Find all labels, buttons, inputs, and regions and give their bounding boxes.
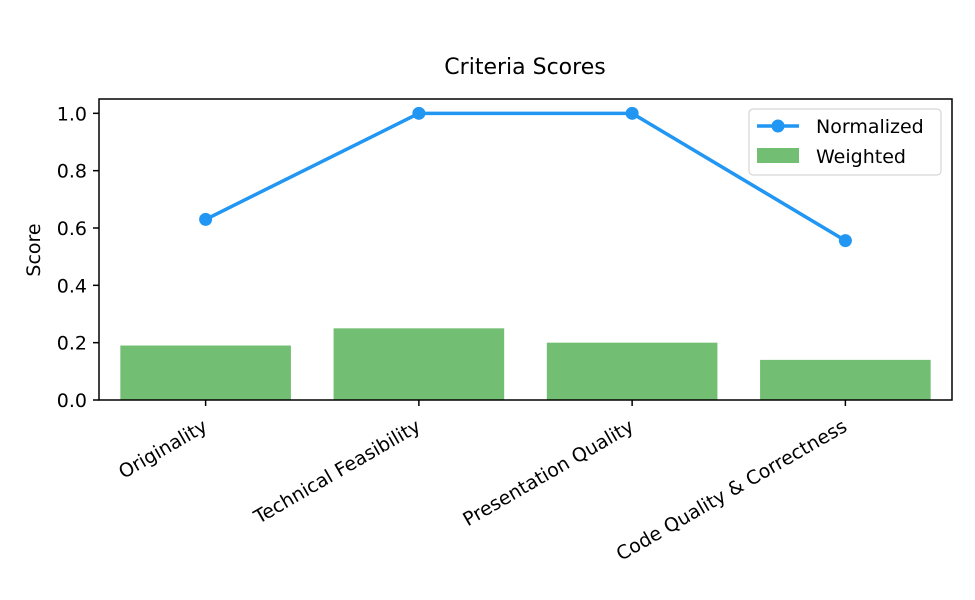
y-tick-label: 0.2 [57,333,87,355]
normalized-point [199,212,213,226]
y-tick-label: 0.6 [57,218,87,240]
plot-frame [98,98,953,401]
x-tick-label: Presentation Quality [459,415,637,531]
y-tick-label: 0.4 [57,275,87,297]
y-axis-label: Score [23,223,45,276]
normalized-point [625,106,639,120]
normalized-point [838,234,852,248]
x-tick-label: Code Quality & Correctness [613,415,851,565]
legend: Normalized Weighted [748,108,942,176]
legend-marker-swatch [771,119,785,133]
x-tick-label: Originality [115,415,211,483]
legend-label-weighted: Weighted [816,146,906,168]
legend-label-normalized: Normalized [816,116,924,138]
bar-presentation-quality [546,342,718,400]
x-tick-label: Technical Feasibility [249,415,424,529]
bar-technical-feasibility [333,328,505,400]
legend-bar-swatch [757,148,799,163]
normalized-point [412,106,426,120]
normalized-line [204,111,847,243]
bar-originality [120,345,291,400]
chart-title: Criteria Scores [444,55,605,80]
y-tick-label: 0.8 [57,161,87,183]
y-tick-label: 1.0 [57,103,87,125]
bar-code-quality-correctness [760,359,931,400]
y-tick-label: 0.0 [57,390,87,412]
